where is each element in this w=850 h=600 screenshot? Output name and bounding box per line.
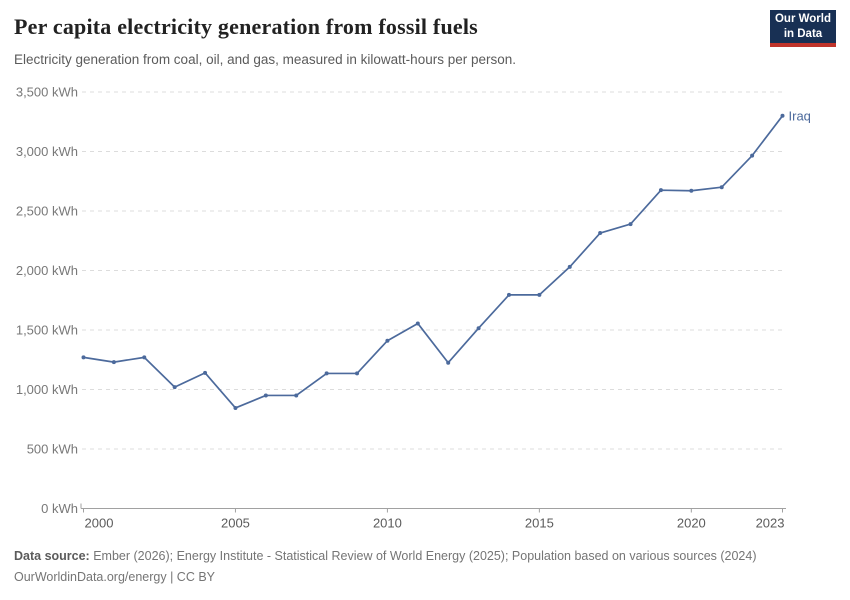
data-point[interactable] [567,264,572,269]
data-point[interactable] [385,338,390,343]
x-tick-label: 2020 [677,516,706,531]
data-point[interactable] [415,321,420,326]
data-point[interactable] [355,371,360,376]
chart-title: Per capita electricity generation from f… [14,14,478,39]
owid-logo[interactable]: Our World in Data [770,10,836,47]
data-point[interactable] [324,371,329,376]
data-point[interactable] [506,292,511,297]
data-point[interactable] [294,393,299,398]
data-source-label: Data source: [14,549,90,563]
y-tick-label: 2,000 kWh [16,263,78,278]
x-tick-label: 2023 [756,516,785,531]
data-point[interactable] [598,231,603,236]
y-tick-label: 2,500 kWh [16,204,78,219]
owid-logo-line2: in Data [783,27,823,40]
y-tick-label: 0 kWh [41,501,78,516]
data-point[interactable] [476,326,481,331]
data-point[interactable] [628,222,633,227]
data-point[interactable] [111,360,116,365]
y-tick-label: 1,000 kWh [16,382,78,397]
x-tick-label: 2015 [525,516,554,531]
owid-logo-line1: Our World [774,13,831,26]
y-tick-label: 3,000 kWh [16,144,78,159]
x-tick-label: 2000 [85,516,114,531]
y-tick-label: 1,500 kWh [16,323,78,338]
y-tick-label: 3,500 kWh [16,85,78,100]
data-point[interactable] [142,355,147,360]
data-point[interactable] [658,188,663,193]
chart-footer: Data source: Ember (2026); Energy Instit… [14,546,834,589]
data-point[interactable] [689,188,694,193]
data-point[interactable] [172,385,177,390]
series-label: Iraq [789,108,811,123]
data-point[interactable] [719,185,724,190]
x-tick-label: 2010 [373,516,402,531]
chart-subtitle: Electricity generation from coal, oil, a… [14,52,516,67]
data-point[interactable] [750,153,755,158]
series-line-iraq[interactable] [82,114,784,409]
data-source-text: Ember (2026); Energy Institute - Statist… [89,549,757,563]
data-point[interactable] [446,360,451,365]
owid-url-link[interactable]: OurWorldinData.org/energy | CC BY [14,570,216,585]
data-point[interactable] [263,393,268,398]
data-point[interactable] [780,113,785,118]
data-point[interactable] [81,355,86,360]
y-tick-label: 500 kWh [27,442,78,457]
data-source-line: Data source: Ember (2026); Energy Instit… [14,546,834,567]
x-tick-label: 2005 [221,516,250,531]
data-point[interactable] [233,405,238,410]
data-point[interactable] [203,370,208,375]
data-point[interactable] [537,292,542,297]
